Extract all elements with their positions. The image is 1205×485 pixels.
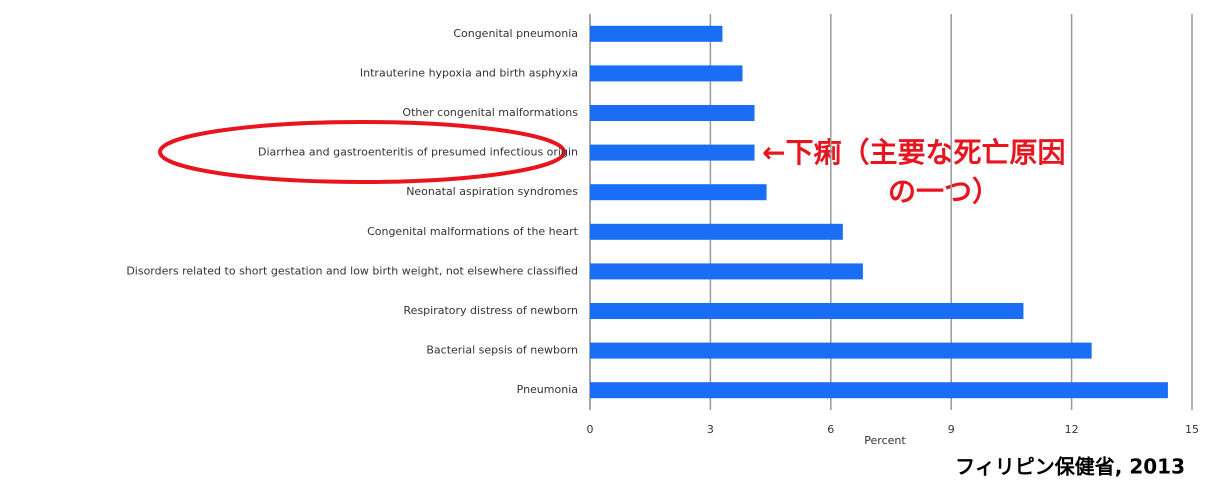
source: フィリピン保健省, 2013 (955, 455, 1185, 479)
y-tick-label: Disorders related to short gestation and… (126, 264, 578, 277)
x-tick-label: 0 (587, 423, 594, 436)
bar (590, 342, 1092, 359)
x-tick-label: 3 (707, 423, 714, 436)
x-tick-label: 12 (1065, 423, 1079, 436)
y-tick-label: Congenital pneumonia (453, 27, 578, 40)
bar (590, 144, 755, 161)
y-tick-label: Other congenital malformations (402, 106, 578, 119)
y-tick-label: Pneumonia (517, 383, 578, 396)
bar (590, 263, 863, 280)
y-tick-label: Bacterial sepsis of newborn (426, 344, 578, 357)
annotation: の一つ） (888, 175, 1000, 208)
y-tick-label: Diarrhea and gastroenteritis of presumed… (258, 146, 578, 159)
y-tick-label: Neonatal aspiration syndromes (406, 185, 578, 198)
bar (590, 184, 767, 201)
y-tick-label: Respiratory distress of newborn (404, 304, 578, 317)
bar (590, 382, 1168, 399)
bar (590, 25, 723, 42)
bar (590, 303, 1024, 319)
annotation: ←下痢（主要な死亡原因 (762, 136, 1065, 169)
bar (590, 105, 755, 121)
x-axis-label: Percent (864, 434, 906, 447)
x-tick-label: 15 (1185, 423, 1199, 436)
y-tick-label: Congenital malformations of the heart (367, 225, 579, 238)
x-tick-label: 6 (827, 423, 834, 436)
bar (590, 223, 843, 240)
bar (590, 65, 743, 82)
highlight-ellipse (158, 120, 566, 184)
y-tick-label: Intrauterine hypoxia and birth asphyxia (360, 66, 578, 79)
x-tick-label: 9 (948, 423, 955, 436)
